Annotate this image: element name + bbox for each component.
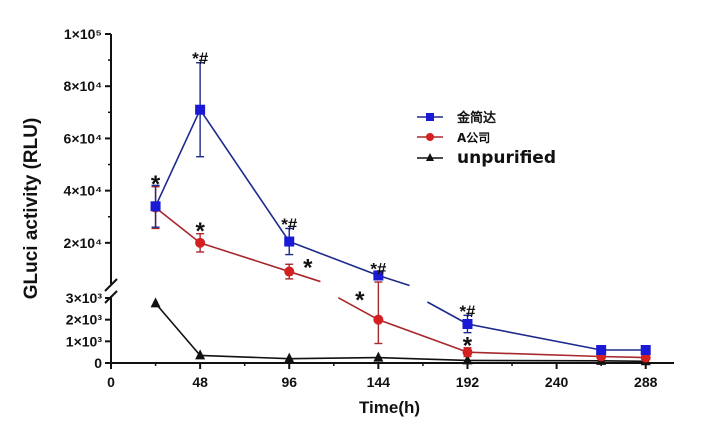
significance-mark: * xyxy=(463,333,473,360)
data-point xyxy=(462,319,473,329)
y-axis-title: GLuci activity (RLU) xyxy=(21,118,42,300)
x-axis: 0 48 96 144 192 240 288 Time(h) xyxy=(107,362,674,417)
x-tick-label: 144 xyxy=(367,374,391,390)
series-line-segment xyxy=(200,354,290,360)
series-line-segment xyxy=(155,206,201,244)
axis-break-mark xyxy=(104,278,118,292)
series-line-segment xyxy=(601,355,646,359)
y-axis: 0 1×10³ 2×10³ 3×10³ 2×10⁴ 4×10⁴ 6×10⁴ 8×10⁴ 1×10… xyxy=(21,26,118,371)
y-tick-label: 4×10⁴ xyxy=(64,183,103,199)
x-tick-label: 288 xyxy=(634,374,658,390)
series-line-segment xyxy=(199,109,290,242)
series-line-segment xyxy=(337,296,379,321)
data-point xyxy=(195,104,206,115)
legend: 金简达 A公司 unpurified xyxy=(417,110,556,168)
series-line-segment xyxy=(426,301,468,325)
series-line-segment xyxy=(467,323,602,351)
significance-mark: * xyxy=(303,255,313,282)
data-point xyxy=(284,236,295,247)
x-tick-label: 48 xyxy=(192,374,208,390)
significance-mark: * xyxy=(355,287,365,314)
series-line-segment xyxy=(199,242,290,273)
series-line-segment xyxy=(288,270,321,283)
y-tick-label: 8×10⁴ xyxy=(64,78,103,94)
significance-mark: *# xyxy=(459,302,476,321)
series-line-segment xyxy=(289,356,379,360)
data-point xyxy=(640,352,651,363)
y-tick-label: 1×10⁵ xyxy=(64,26,102,42)
series-line-segment xyxy=(378,356,468,362)
series-line-segment xyxy=(154,109,201,207)
series-line-segment xyxy=(154,302,201,356)
legend-label: unpurified xyxy=(457,148,556,168)
data-point xyxy=(150,297,161,308)
legend-marker xyxy=(426,113,434,121)
legend-label: A公司 xyxy=(457,131,490,145)
y-tick-label: 3×10³ xyxy=(66,290,103,306)
data-point xyxy=(195,349,206,360)
y-tick-label: 6×10⁴ xyxy=(64,130,103,146)
data-point xyxy=(462,354,473,365)
x-axis-title: Time(h) xyxy=(359,398,420,417)
data-point xyxy=(284,266,295,277)
data-point xyxy=(373,314,384,325)
data-point xyxy=(373,270,384,281)
data-point xyxy=(284,352,295,363)
annotations: * *# * *# * *# * *# * xyxy=(151,49,476,360)
significance-mark: * xyxy=(195,218,205,245)
y-tick-label: 2×10³ xyxy=(66,312,103,328)
series-line-segment xyxy=(378,318,468,353)
series-2 xyxy=(150,297,651,366)
y-tick-label: 2×10⁴ xyxy=(64,235,103,251)
series-1 xyxy=(150,186,651,363)
legend-label: 金简达 xyxy=(456,110,496,126)
x-tick-label: 192 xyxy=(456,374,480,390)
data-point xyxy=(596,345,607,355)
data-point xyxy=(640,345,651,355)
significance-mark: *# xyxy=(192,49,209,68)
series-0 xyxy=(150,62,651,355)
data-point xyxy=(373,351,384,362)
series-line-segment xyxy=(467,351,602,358)
x-tick-label: 240 xyxy=(545,374,569,390)
significance-mark: *# xyxy=(281,215,298,234)
series-line-segment xyxy=(378,274,410,287)
series-line-segment xyxy=(288,240,379,277)
x-tick-label: 96 xyxy=(281,374,297,390)
data-point xyxy=(150,201,161,212)
legend-marker xyxy=(426,133,434,141)
significance-mark: * xyxy=(151,171,161,198)
x-tick-label: 0 xyxy=(107,374,115,390)
y-tick-label: 0 xyxy=(94,355,102,371)
y-tick-label: 1×10³ xyxy=(66,333,103,349)
legend-marker xyxy=(426,153,434,161)
data-point xyxy=(195,237,206,248)
significance-mark: *# xyxy=(370,259,387,278)
data-point xyxy=(462,347,473,358)
